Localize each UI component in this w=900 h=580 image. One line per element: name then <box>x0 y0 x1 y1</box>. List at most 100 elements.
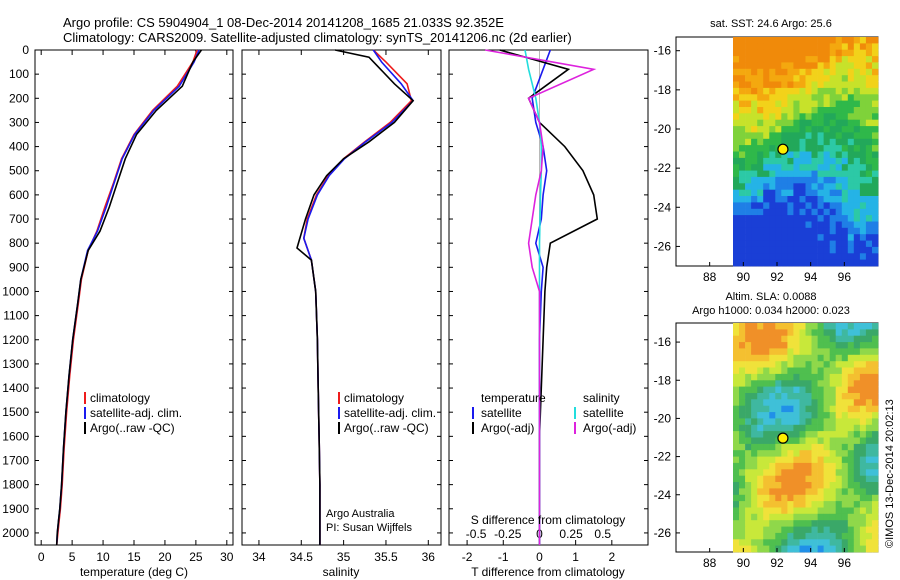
map-cell <box>823 157 830 165</box>
map-cell <box>799 151 806 159</box>
map-cell <box>733 221 740 229</box>
map-cell <box>865 138 873 146</box>
map-cell <box>835 68 843 76</box>
map-cell <box>757 456 764 464</box>
map-cell <box>872 87 879 95</box>
map-cell <box>757 329 764 337</box>
map-cell <box>817 380 824 388</box>
map-cell <box>829 164 837 171</box>
map-cell <box>817 157 824 165</box>
map-cell <box>853 456 861 464</box>
map-cell <box>751 151 758 159</box>
map-cell <box>781 348 788 356</box>
map-cell <box>739 240 746 248</box>
x-tick-label: 20 <box>158 550 172 564</box>
map-cell <box>847 513 855 521</box>
map-cell <box>793 87 800 95</box>
map-cell <box>799 399 806 407</box>
map-cell <box>805 43 812 51</box>
map-cell <box>757 501 764 508</box>
map-cell <box>805 323 812 330</box>
map-cell <box>859 412 867 419</box>
map-cell <box>817 49 824 57</box>
map-cell <box>787 49 794 57</box>
map-cell <box>799 183 806 191</box>
map-cell <box>781 399 788 407</box>
map-cell <box>805 157 812 165</box>
map-cell <box>793 138 800 146</box>
map-cell <box>853 49 861 57</box>
map-cell <box>757 412 764 419</box>
map-cell <box>865 221 873 229</box>
map-y-tick-label: -18 <box>654 83 672 97</box>
map-cell <box>751 424 758 432</box>
map-cell <box>739 126 746 133</box>
map-cell <box>823 380 830 388</box>
map-cell <box>757 157 764 165</box>
map-cell <box>781 393 788 400</box>
map-cell <box>847 539 855 547</box>
map-cell <box>745 189 752 197</box>
map-cell <box>757 399 764 407</box>
map-cell <box>823 482 830 489</box>
map-cell <box>799 329 806 337</box>
map-cell <box>799 526 806 534</box>
map-cell <box>769 462 776 470</box>
map-cell <box>853 380 861 388</box>
map-cell <box>835 75 843 82</box>
map-cell <box>823 37 830 44</box>
map-cell <box>739 227 746 235</box>
map-cell <box>811 176 818 184</box>
map-cell <box>872 100 879 108</box>
map-cell <box>853 367 861 375</box>
map-cell <box>865 494 873 502</box>
map-cell <box>805 507 812 515</box>
map-cell <box>823 138 830 146</box>
map-cell <box>775 323 782 330</box>
map-cell <box>787 405 794 413</box>
map-cell <box>793 253 800 261</box>
map-cell <box>733 437 740 445</box>
map-cell <box>793 354 800 362</box>
map-x-tick-label: 96 <box>838 556 852 570</box>
map-cell <box>872 215 879 222</box>
map-cell <box>829 100 837 108</box>
map-cell <box>739 62 746 70</box>
map-cell <box>775 164 782 171</box>
map-cell <box>859 380 867 388</box>
map-cell <box>817 335 824 343</box>
map-cell <box>733 202 740 210</box>
map-cell <box>823 215 830 222</box>
map-cell <box>835 367 843 375</box>
sla-map-title: Altim. SLA: 0.0088 <box>725 291 816 303</box>
map-cell <box>751 259 758 267</box>
map-cell <box>847 494 855 502</box>
map-cell <box>763 62 770 70</box>
map-cell <box>787 348 794 356</box>
map-cell <box>817 240 824 248</box>
map-cell <box>733 386 740 394</box>
map-cell <box>859 520 867 527</box>
map-cell <box>757 215 764 222</box>
map-cell <box>733 469 740 477</box>
map-cell <box>872 157 879 165</box>
map-cell <box>823 532 830 540</box>
map-cell <box>835 335 843 343</box>
map-cell <box>823 354 830 362</box>
map-cell <box>751 87 758 95</box>
map-cell <box>733 367 740 375</box>
map-cell <box>829 475 837 483</box>
map-x-tick-label: 92 <box>770 556 784 570</box>
map-cell <box>847 240 855 248</box>
map-cell <box>769 545 776 553</box>
map-cell <box>751 132 758 140</box>
map-cell <box>751 323 758 330</box>
map-cell <box>823 367 830 375</box>
map-cell <box>799 189 806 197</box>
map-cell <box>865 259 873 267</box>
map-cell <box>823 501 830 508</box>
map-cell <box>835 399 843 407</box>
map-cell <box>841 507 849 515</box>
map-cell <box>805 348 812 356</box>
map-cell <box>859 354 867 362</box>
